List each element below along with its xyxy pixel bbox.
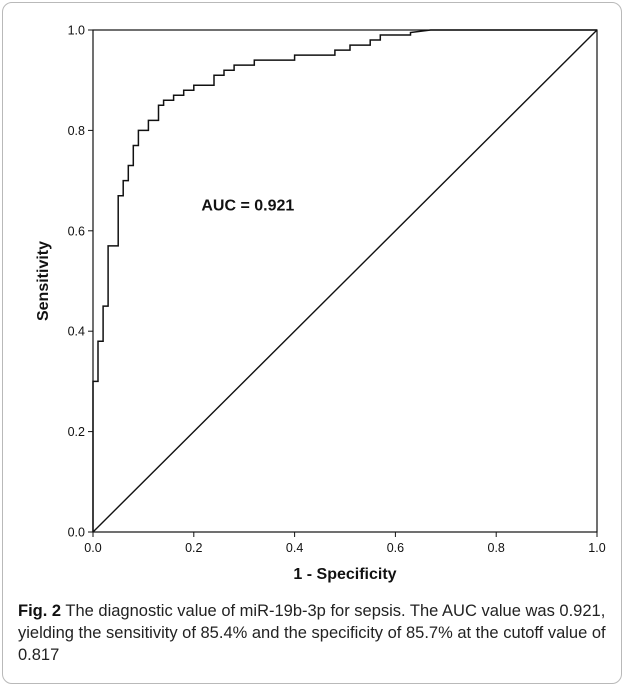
- roc-curve-line: [92, 29, 597, 532]
- reference-diagonal-line: [92, 29, 598, 533]
- figure-caption: Fig. 2 The diagnostic value of miR-19b-3…: [18, 600, 608, 666]
- x-axis-label: 1 - Specificity: [293, 566, 396, 583]
- plot-area: [92, 29, 598, 533]
- x-tick-label: 0.4: [286, 541, 303, 555]
- y-tick-label: 0.4: [68, 325, 85, 339]
- x-tick-label: 0.0: [84, 541, 101, 555]
- caption-text: The diagnostic value of miR-19b-3p for s…: [18, 602, 606, 664]
- x-tick-label: 0.6: [387, 541, 404, 555]
- y-tick-label: 0.2: [68, 425, 85, 439]
- y-axis-label: Sensitivity: [35, 241, 52, 321]
- auc-annotation: AUC = 0.921: [201, 198, 294, 215]
- x-tick-label: 0.8: [488, 541, 505, 555]
- x-tick-label: 1.0: [588, 541, 605, 555]
- y-tick-label: 0.8: [68, 124, 85, 138]
- y-tick-label: 0.0: [68, 526, 85, 540]
- x-tick-label: 0.2: [185, 541, 202, 555]
- figure-label: Fig. 2: [18, 602, 62, 620]
- roc-chart: 0.0 0.2 0.4 0.6 0.8 1.0 0.0 0.2 0.4 0.6 0.8 1.0 AUC…: [35, 24, 606, 584]
- y-tick-label: 1.0: [68, 24, 85, 38]
- y-tick-label: 0.6: [68, 224, 85, 238]
